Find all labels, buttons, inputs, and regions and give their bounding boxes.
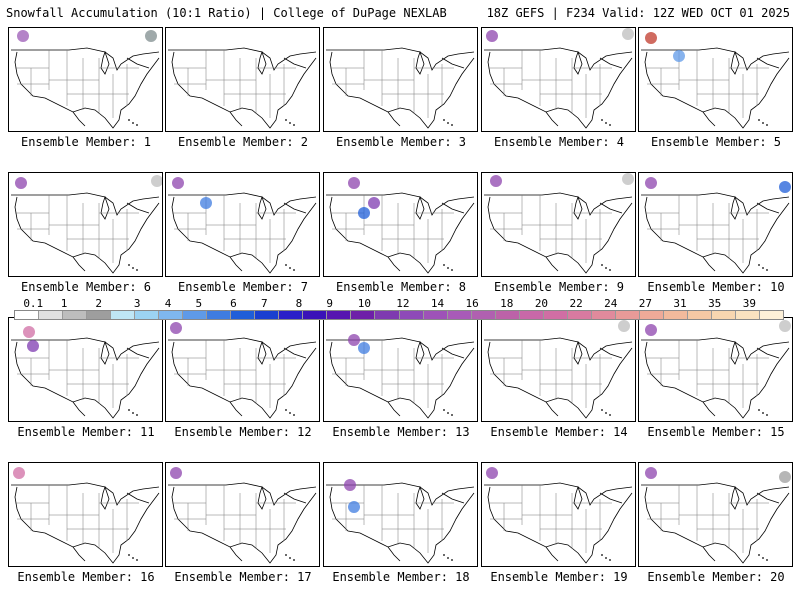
color-scale-swatch: [471, 311, 496, 319]
ensemble-map-panel: [481, 172, 636, 277]
color-scale-tick-label: 12: [396, 297, 410, 310]
ensemble-member-label: Ensemble Member: 11: [17, 425, 155, 439]
ensemble-member-label: Ensemble Member: 19: [490, 570, 628, 584]
ensemble-map-panel: [323, 462, 478, 567]
color-scale-tick-label: 35: [708, 297, 722, 310]
ensemble-map-panel: [165, 317, 320, 422]
color-scale-swatch: [159, 311, 184, 319]
color-scale-swatch: [15, 311, 40, 319]
ensemble-member-label: Ensemble Member: 9: [493, 280, 625, 294]
color-scale-tick-label: 5: [195, 297, 203, 310]
ensemble-map-panel: [638, 172, 793, 277]
ensemble-map-panel: [8, 317, 163, 422]
color-scale-tick-label: 18: [500, 297, 514, 310]
ensemble-member-label: Ensemble Member: 16: [17, 570, 155, 584]
color-scale-tick-label: 2: [95, 297, 102, 310]
ensemble-member-label: Ensemble Member: 2: [177, 135, 309, 149]
ensemble-member-label: Ensemble Member: 7: [177, 280, 309, 294]
color-scale-swatch: [591, 311, 616, 319]
color-scale-swatch: [615, 311, 640, 319]
color-scale-swatch: [303, 311, 328, 319]
ensemble-member-label: Ensemble Member: 10: [647, 280, 785, 294]
color-scale-bar: [14, 310, 784, 320]
color-scale-swatch: [255, 311, 280, 319]
color-scale-tick-label: 10: [357, 297, 371, 310]
color-scale-swatch: [375, 311, 400, 319]
ensemble-map-panel: [638, 27, 793, 132]
color-scale-labels: 0.1 1 2 3 4 5 6 7 8 9 10 12 14 16 18 20 22 24 27 31 35 39: [14, 297, 784, 310]
color-scale-tick-label: 3: [133, 297, 141, 310]
ensemble-map-panel: [323, 27, 478, 132]
ensemble-member-label: Ensemble Member: 18: [332, 570, 470, 584]
ensemble-member-label: Ensemble Member: 3: [335, 135, 467, 149]
color-scale-swatch: [111, 311, 136, 319]
ensemble-map-panel: [481, 27, 636, 132]
color-scale-swatch: [495, 311, 520, 319]
color-scale-swatch: [447, 311, 472, 319]
color-scale-swatch: [135, 311, 160, 319]
color-scale-swatch: [687, 311, 712, 319]
ensemble-member-label: Ensemble Member: 6: [20, 280, 152, 294]
ensemble-map-panel: [8, 172, 163, 277]
color-scale-tick-label: 24: [604, 297, 618, 310]
chart-title: Snowfall Accumulation (10:1 Ratio) | Col…: [6, 6, 447, 20]
color-scale-swatch: [399, 311, 424, 319]
color-scale-swatch: [39, 311, 64, 319]
ensemble-member-label: Ensemble Member: 8: [335, 280, 467, 294]
color-scale-tick-label: 7: [260, 297, 268, 310]
ensemble-member-label: Ensemble Member: 15: [647, 425, 785, 439]
color-scale-swatch: [87, 311, 112, 319]
ensemble-map-panel: [165, 462, 320, 567]
color-scale-tick-label: 1: [60, 297, 68, 310]
ensemble-map-panel: [481, 462, 636, 567]
ensemble-map-panel: [638, 462, 793, 567]
ensemble-member-label: Ensemble Member: 20: [647, 570, 785, 584]
color-scale-tick-label: 9: [326, 297, 333, 310]
ensemble-map-panel: [165, 172, 320, 277]
model-run-info: 18Z GEFS | F234 Valid: 12Z WED OCT 01 20…: [486, 6, 790, 20]
ensemble-map-panel: [8, 462, 163, 567]
color-scale-tick-label: 27: [638, 297, 653, 310]
color-scale-tick-label: 0.1: [23, 297, 44, 310]
color-scale-tick-label: 6: [230, 297, 237, 310]
ensemble-member-label: Ensemble Member: 4: [493, 135, 625, 149]
color-scale-swatch: [711, 311, 736, 319]
color-scale-swatch: [351, 311, 376, 319]
ensemble-map-panel: [638, 317, 793, 422]
color-scale-swatch: [735, 311, 760, 319]
color-scale-swatch: [567, 311, 592, 319]
ensemble-member-label: Ensemble Member: 1: [20, 135, 152, 149]
ensemble-member-label: Ensemble Member: 13: [332, 425, 470, 439]
color-scale-tick-label: 20: [534, 297, 549, 310]
color-scale-swatch: [183, 311, 208, 319]
color-scale-swatch: [519, 311, 544, 319]
ensemble-map-panel: [165, 27, 320, 132]
color-scale-swatch: [279, 311, 304, 319]
color-scale-swatch: [63, 311, 88, 319]
ensemble-member-label: Ensemble Member: 17: [174, 570, 312, 584]
color-scale-tick-label: 16: [465, 297, 479, 310]
color-scale-tick-label: 31: [673, 297, 687, 310]
color-scale-swatch: [207, 311, 232, 319]
color-scale-tick-label: 22: [569, 297, 583, 310]
ensemble-member-label: Ensemble Member: 5: [650, 135, 782, 149]
color-scale-swatch: [759, 311, 783, 319]
color-scale-swatch: [663, 311, 688, 319]
ensemble-member-label: Ensemble Member: 12: [174, 425, 312, 439]
color-scale-swatch: [423, 311, 448, 319]
color-scale-tick-label: 4: [164, 297, 172, 310]
ensemble-map-panel: [323, 172, 478, 277]
ensemble-map-panel: [323, 317, 478, 422]
color-scale-swatch: [639, 311, 664, 319]
color-scale-swatch: [543, 311, 568, 319]
ensemble-map-panel: [481, 317, 636, 422]
color-scale-swatch: [327, 311, 352, 319]
ensemble-member-label: Ensemble Member: 14: [490, 425, 628, 439]
color-scale-tick-label: 14: [430, 297, 445, 310]
ensemble-map-panel: [8, 27, 163, 132]
color-scale-tick-label: 39: [742, 297, 756, 310]
color-scale-swatch: [231, 311, 256, 319]
color-scale-tick-label: 8: [295, 297, 303, 310]
